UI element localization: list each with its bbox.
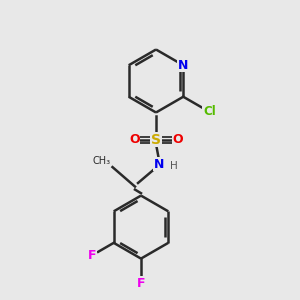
Text: Cl: Cl — [203, 105, 216, 118]
Text: N: N — [178, 59, 188, 72]
Text: S: S — [151, 133, 161, 146]
Text: H: H — [170, 160, 178, 171]
Text: F: F — [88, 249, 97, 262]
Text: N: N — [154, 158, 164, 171]
Text: CH₃: CH₃ — [93, 156, 111, 166]
Text: F: F — [137, 277, 145, 290]
Text: O: O — [172, 133, 183, 146]
Text: O: O — [129, 133, 140, 146]
